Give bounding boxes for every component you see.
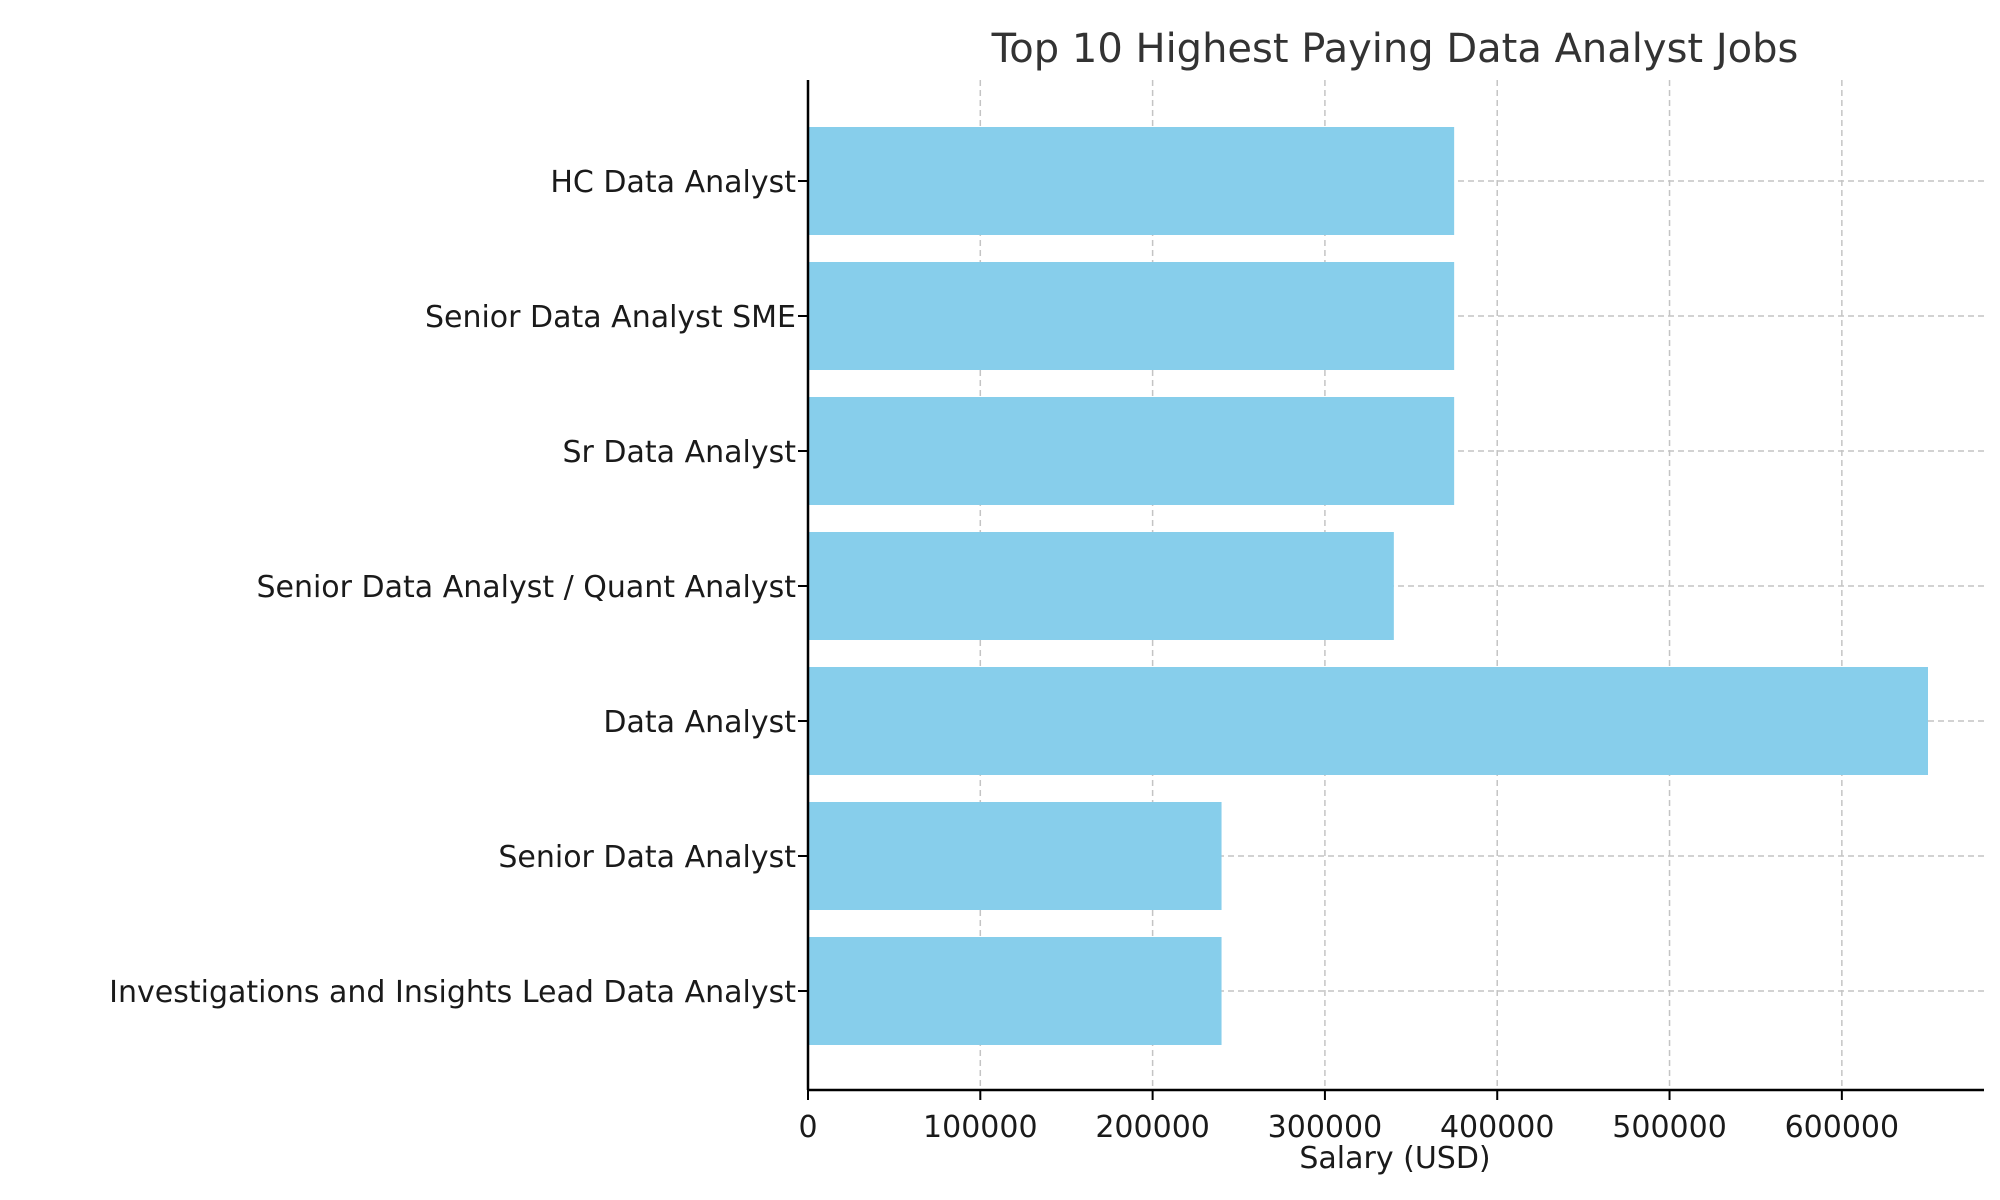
x-tick-label: 200000 [1095,1110,1210,1145]
x-tick-layer: 0 100000 200000 300000 400000 500000 600000 [798,1090,1899,1145]
bar [808,802,1222,910]
y-tick-label: Sr Data Analyst [563,435,797,470]
bar [808,262,1455,370]
y-tick-layer: HC Data Analyst Senior Data Analyst SME Sr… [109,165,808,1010]
bar [808,127,1455,235]
y-tick-label: Senior Data Analyst / Quant Analyst [256,570,796,605]
bar [808,937,1222,1045]
x-tick-label: 400000 [1440,1110,1555,1145]
x-tick-label: 500000 [1612,1110,1727,1145]
y-tick-label: Senior Data Analyst [498,840,796,875]
y-tick-label: Investigations and Insights Lead Data An… [109,975,796,1010]
x-tick-label: 600000 [1785,1110,1900,1145]
y-tick-label: Data Analyst [603,705,796,740]
x-tick-label: 300000 [1268,1110,1383,1145]
y-tick-label: HC Data Analyst [550,165,796,200]
x-axis-label: Salary (USD) [1299,1141,1490,1176]
y-tick-label: Senior Data Analyst SME [425,300,796,335]
chart-title: Top 10 Highest Paying Data Analyst Jobs [991,26,1799,72]
bar [808,667,1928,775]
bar [808,397,1455,505]
x-tick-label: 100000 [923,1110,1038,1145]
x-tick-label: 0 [798,1110,817,1145]
bar-layer [808,127,1928,1045]
bar [808,532,1394,640]
